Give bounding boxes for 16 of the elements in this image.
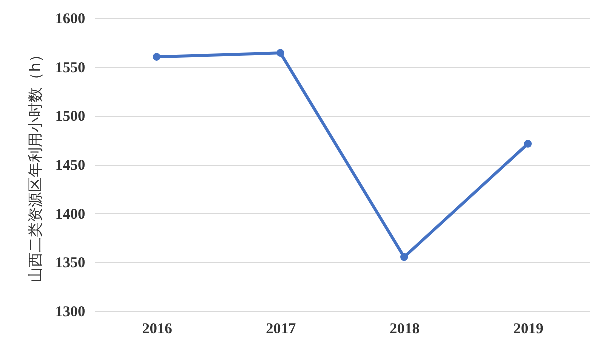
x-tick-label: 2017 — [266, 322, 297, 338]
y-tick-label: 1550 — [56, 60, 86, 76]
y-tick-label: 1400 — [56, 206, 86, 223]
point — [400, 253, 408, 262]
y-tick-label: 1350 — [56, 256, 86, 272]
y-tick-label: 1450 — [56, 158, 86, 174]
x-tick-label: 2018 — [390, 322, 420, 338]
y-tick-label: 1300 — [56, 304, 86, 320]
y-tick-label: 1600 — [56, 12, 86, 28]
point — [276, 49, 284, 58]
point — [524, 140, 532, 148]
y-axis-title: 山西二类资源区年利用小时数（h） — [26, 48, 44, 282]
y-tick-label: 1500 — [56, 109, 86, 126]
x-tick-label: 2019 — [514, 322, 544, 338]
point — [153, 53, 161, 61]
x-tick-label: 2016 — [142, 322, 173, 338]
